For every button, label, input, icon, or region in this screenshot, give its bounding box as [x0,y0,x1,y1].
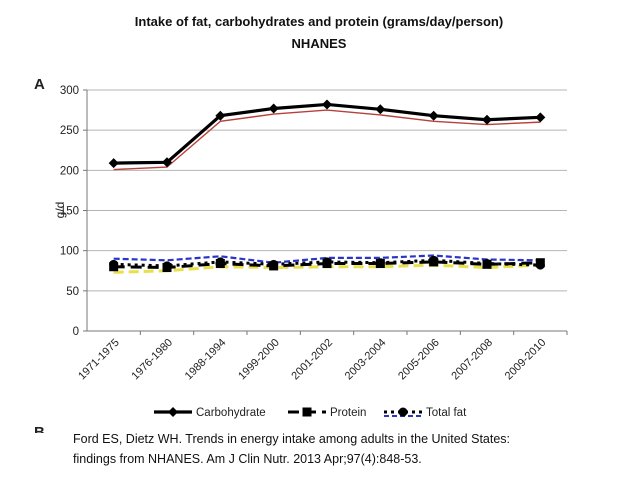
slide-title: Intake of fat, carbohydrates and protein… [134,14,504,29]
citation-line-2: findings from NHANES. Am J Clin Nutr. 20… [73,452,422,466]
legend-marker [168,407,178,417]
y-tick-label: 300 [60,85,79,97]
x-tick-label: 2005-2006 [396,337,442,383]
x-tick-label: 2003-2004 [343,337,389,383]
data-point [162,261,172,271]
data-point [428,110,439,121]
data-point [482,114,492,125]
series-line [113,102,541,165]
legend: Carbohydrate Protein Total fat [154,407,467,419]
legend-marker [398,407,408,417]
y-tick-label: 50 [66,286,79,298]
data-point [482,259,492,269]
legend-item: Carbohydrate [154,407,266,419]
series-line [113,258,541,268]
y-tick-label: 150 [60,206,79,218]
series-line [113,254,541,264]
x-tick-label: 1971-1975 [76,337,122,383]
gridlines [87,89,567,292]
x-tick-label: 2007-2008 [449,337,495,383]
data-point [215,110,226,121]
panel-label-b: B [34,424,45,433]
legend-item: Total fat [384,407,467,419]
x-tick-label: 2009-2010 [503,337,549,383]
slide-subtitle: NHANES [291,36,347,51]
legend-item: Protein [288,407,366,419]
data-point [375,104,386,115]
panel-label-a: A [34,76,45,93]
x-tick-label: 1976-1980 [129,337,175,383]
legend-label: Protein [330,407,366,419]
data-point [162,157,172,168]
data-point [535,260,545,270]
data-point [108,158,119,169]
data-point [429,255,439,265]
data-point [269,259,279,269]
legend-marker [302,407,312,417]
data-point [268,103,279,114]
y-tick-label: 100 [60,246,79,258]
citation-line-1: Ford ES, Dietz WH. Trends in energy inta… [73,432,511,446]
data-point [215,257,225,267]
data-point [535,112,546,123]
y-axis-label: g/d [53,202,67,219]
series-lines [108,99,546,274]
data-point [109,259,119,269]
x-tick-label: 1988-1994 [183,337,229,383]
data-point [322,99,332,110]
x-tick-label: 2001-2002 [289,337,335,383]
data-point [375,258,385,268]
legend-label: Carbohydrate [196,407,266,419]
series-line [113,109,541,171]
y-tick-label: 0 [73,326,79,338]
y-tick-label: 250 [60,125,79,137]
data-point [322,257,332,267]
axes: 0 50 100 150 200 250 300 1971-1975 1976-1980 1988… [60,85,568,383]
legend-label: Total fat [426,407,467,419]
y-tick-label: 200 [60,165,79,177]
x-tick-label: 1999-2000 [236,337,282,383]
